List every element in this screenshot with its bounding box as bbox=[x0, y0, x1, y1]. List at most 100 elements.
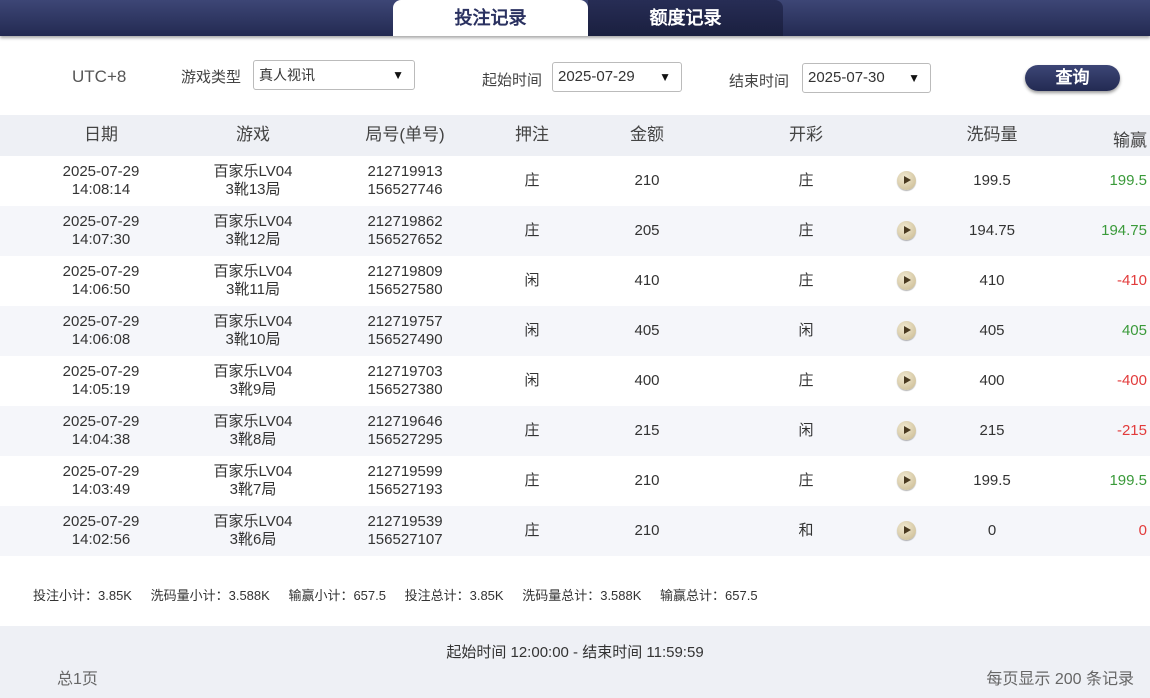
round-id: 212719599 bbox=[367, 463, 443, 480]
start-time-label: 起始时间 bbox=[482, 72, 543, 89]
order-id: 156527580 bbox=[367, 281, 443, 298]
col-date: 日期 bbox=[84, 125, 118, 144]
time: 14:06:50 bbox=[71, 281, 131, 298]
table-row: 2025-07-29 14:08:14 百家乐LV04 3靴13局 21271991… bbox=[0, 156, 1150, 206]
win-cell: 0 bbox=[1138, 522, 1147, 539]
game-cell: 百家乐LV04 3靴6局 bbox=[214, 513, 293, 549]
win-cell: 405 bbox=[1121, 322, 1147, 339]
bet-subtotal: 投注小计：3.85K bbox=[33, 588, 132, 603]
order-id: 156527652 bbox=[367, 231, 443, 248]
col-game: 游戏 bbox=[236, 125, 270, 144]
date: 2025-07-29 bbox=[62, 313, 140, 330]
date: 2025-07-29 bbox=[62, 413, 140, 430]
result-cell: 庄 bbox=[798, 222, 814, 239]
date: 2025-07-29 bbox=[62, 463, 140, 480]
play-icon[interactable] bbox=[897, 171, 916, 190]
round-cell: 212719599 156527193 bbox=[367, 463, 442, 499]
time: 14:08:14 bbox=[71, 181, 131, 198]
triangle-down-icon: ▼ bbox=[659, 70, 671, 84]
col-win: 输赢 bbox=[1113, 131, 1147, 150]
play-icon[interactable] bbox=[897, 221, 916, 240]
shoe-round: 3靴7局 bbox=[229, 481, 277, 498]
round-id: 212719862 bbox=[367, 213, 443, 230]
summary-bar: 投注小计：3.85K 洗码量小计：3.588K 输赢小计：657.5 投注总计：… bbox=[33, 585, 773, 604]
date: 2025-07-29 bbox=[62, 263, 140, 280]
date-cell: 2025-07-29 14:06:08 bbox=[63, 313, 140, 349]
query-button[interactable]: 查询 bbox=[1025, 65, 1120, 91]
result-cell: 庄 bbox=[798, 172, 814, 189]
amount-cell: 400 bbox=[634, 372, 660, 389]
game-name: 百家乐LV04 bbox=[213, 413, 293, 430]
date: 2025-07-29 bbox=[62, 213, 140, 230]
date-cell: 2025-07-29 14:02:56 bbox=[63, 513, 140, 549]
end-time-label: 结束时间 bbox=[729, 73, 790, 90]
play-icon[interactable] bbox=[897, 421, 916, 440]
date-cell: 2025-07-29 14:05:19 bbox=[63, 363, 140, 399]
win-cell: 194.75 bbox=[1101, 222, 1147, 239]
table-row: 2025-07-29 14:03:49 百家乐LV04 3靴7局 212719599… bbox=[0, 456, 1150, 506]
amount-cell: 205 bbox=[634, 222, 660, 239]
triangle-down-icon: ▼ bbox=[908, 71, 920, 85]
triangle-down-icon: ▼ bbox=[392, 68, 404, 82]
time: 14:03:49 bbox=[71, 481, 131, 498]
game-type-value: 真人视讯 bbox=[259, 67, 315, 83]
tab-bet-records[interactable]: 投注记录 bbox=[393, 0, 588, 36]
game-cell: 百家乐LV04 3靴11局 bbox=[214, 263, 293, 299]
table-row: 2025-07-29 14:04:38 百家乐LV04 3靴8局 212719646… bbox=[0, 406, 1150, 456]
play-icon[interactable] bbox=[897, 271, 916, 290]
game-cell: 百家乐LV04 3靴9局 bbox=[214, 363, 293, 399]
bet-cell: 庄 bbox=[524, 422, 540, 439]
per-page-info: 每页显示 200 条记录 bbox=[986, 671, 1134, 688]
game-cell: 百家乐LV04 3靴13局 bbox=[214, 163, 293, 199]
col-wash: 洗码量 bbox=[966, 125, 1018, 144]
amount-cell: 215 bbox=[634, 422, 660, 439]
round-cell: 212719862 156527652 bbox=[367, 213, 442, 249]
round-cell: 212719539 156527107 bbox=[367, 513, 442, 549]
col-result: 开彩 bbox=[789, 125, 823, 144]
game-name: 百家乐LV04 bbox=[213, 213, 293, 230]
game-type-label: 游戏类型 bbox=[181, 69, 242, 86]
wash-subtotal: 洗码量小计：3.588K bbox=[150, 588, 270, 603]
amount-cell: 210 bbox=[634, 472, 660, 489]
shoe-round: 3靴13局 bbox=[225, 181, 281, 198]
time: 14:07:30 bbox=[71, 231, 131, 248]
time-range-note: 起始时间 12:00:00 - 结束时间 11:59:59 bbox=[446, 644, 704, 661]
order-id: 156527295 bbox=[367, 431, 443, 448]
table-header: 日期 游戏 局号(单号) 押注 金额 开彩 洗码量 输赢 bbox=[0, 115, 1150, 156]
time: 14:04:38 bbox=[71, 431, 131, 448]
order-id: 156527490 bbox=[367, 331, 443, 348]
result-cell: 闲 bbox=[798, 322, 814, 339]
wash-cell: 0 bbox=[987, 522, 997, 539]
play-icon[interactable] bbox=[897, 471, 916, 490]
game-cell: 百家乐LV04 3靴7局 bbox=[214, 463, 293, 499]
win-total: 输赢总计：657.5 bbox=[660, 588, 758, 603]
time: 14:05:19 bbox=[71, 381, 131, 398]
bet-total: 投注总计：3.85K bbox=[404, 588, 504, 603]
tab-credit-records[interactable]: 额度记录 bbox=[588, 0, 783, 36]
play-icon[interactable] bbox=[897, 521, 916, 540]
win-subtotal: 输赢小计：657.5 bbox=[288, 588, 386, 603]
game-type-select[interactable]: 真人视讯 ▼ bbox=[253, 60, 415, 90]
shoe-round: 3靴10局 bbox=[225, 331, 281, 348]
table-row: 2025-07-29 14:06:50 百家乐LV04 3靴11局 21271980… bbox=[0, 256, 1150, 306]
round-id: 212719809 bbox=[367, 263, 443, 280]
table-row: 2025-07-29 14:02:56 百家乐LV04 3靴6局 212719539… bbox=[0, 506, 1150, 556]
shoe-round: 3靴6局 bbox=[229, 531, 277, 548]
end-date-select[interactable]: 2025-07-30 ▼ bbox=[802, 63, 931, 93]
result-cell: 庄 bbox=[798, 372, 814, 389]
round-cell: 212719703 156527380 bbox=[367, 363, 442, 399]
game-name: 百家乐LV04 bbox=[213, 313, 293, 330]
play-icon[interactable] bbox=[897, 321, 916, 340]
play-icon[interactable] bbox=[897, 371, 916, 390]
win-cell: 199.5 bbox=[1109, 472, 1147, 489]
game-cell: 百家乐LV04 3靴10局 bbox=[214, 313, 293, 349]
round-id: 212719913 bbox=[367, 163, 443, 180]
wash-cell: 410 bbox=[979, 272, 1005, 289]
shoe-round: 3靴11局 bbox=[226, 281, 280, 298]
order-id: 156527380 bbox=[367, 381, 443, 398]
bet-cell: 闲 bbox=[524, 322, 540, 339]
date-cell: 2025-07-29 14:04:38 bbox=[63, 413, 140, 449]
start-date-select[interactable]: 2025-07-29 ▼ bbox=[552, 62, 682, 92]
wash-cell: 400 bbox=[979, 372, 1005, 389]
date: 2025-07-29 bbox=[62, 163, 140, 180]
